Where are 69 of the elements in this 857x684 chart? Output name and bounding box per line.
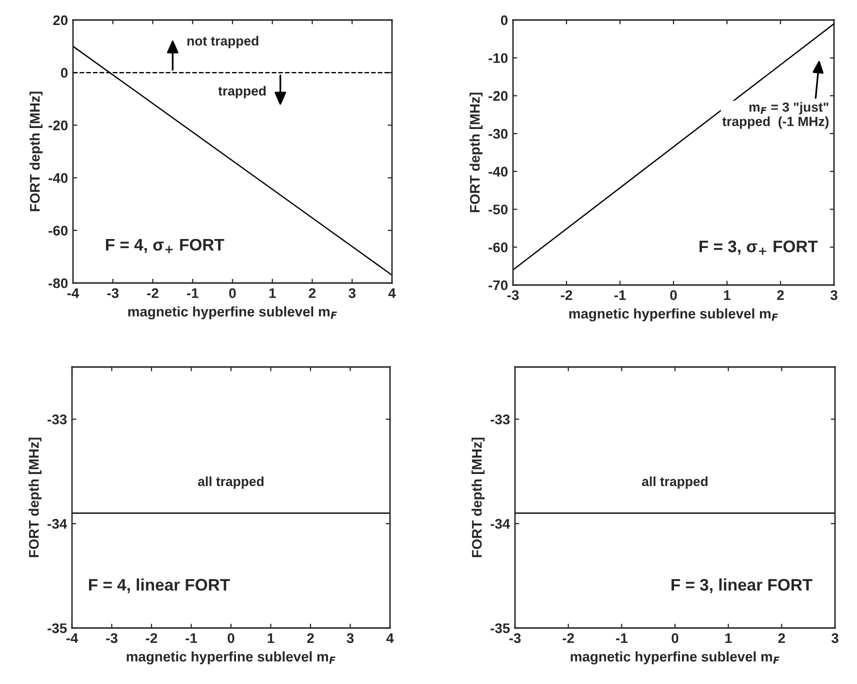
x-tick-label: -2 xyxy=(147,288,158,298)
x-tick-label: 2 xyxy=(307,633,314,643)
y-axis-title: FORT depth [MHz] xyxy=(470,92,483,212)
x-tick-label: 1 xyxy=(269,288,276,298)
y-axis-title: FORT depth [MHz] xyxy=(472,438,485,558)
y-tick-label: 0 xyxy=(60,68,68,78)
y-tick-label: -40 xyxy=(48,173,68,183)
x-tick-label: -3 xyxy=(107,288,119,298)
y-tick-label: -60 xyxy=(48,226,68,236)
x-axis-title: magnetic hyperfine sublevel m$_{F}$ xyxy=(570,651,780,664)
x-tick-label: -1 xyxy=(186,633,198,643)
y-tick-label: -20 xyxy=(48,120,68,130)
annotation: all trapped xyxy=(198,476,264,489)
x-tick-label: 0 xyxy=(228,633,234,644)
y-tick-label: 0 xyxy=(500,15,508,26)
y-tick-label: -60 xyxy=(488,242,508,252)
annotation: all trapped xyxy=(642,476,708,489)
annotation: F = 3, σ$_{+}$ FORT xyxy=(700,240,818,255)
x-tick-label: 1 xyxy=(725,633,732,643)
x-tick-label: 2 xyxy=(308,288,316,298)
x-tick-label: 3 xyxy=(830,290,838,300)
x-tick-label: 0 xyxy=(670,290,677,300)
x-tick-label: -1 xyxy=(614,290,626,300)
y-tick-label: -33 xyxy=(490,414,510,424)
y-axis-title: FORT depth [MHz] xyxy=(28,438,42,558)
y-tick-label: 20 xyxy=(53,15,68,26)
annotation: m$_{F}$ = 3 "just" trapped (-1 MHz) xyxy=(722,102,829,129)
y-tick-label: -80 xyxy=(48,278,68,288)
x-tick-label: 3 xyxy=(348,288,356,298)
annotation: F = 4, σ$_{+}$ FORT xyxy=(106,238,224,254)
x-axis-title: magnetic hyperfine sublevel m$_{F}$ xyxy=(126,651,336,664)
annotation: F = 4, linear FORT xyxy=(89,578,230,594)
x-tick-label: -1 xyxy=(616,633,628,643)
x-tick-label: -3 xyxy=(507,290,519,300)
x-tick-label: -2 xyxy=(146,633,158,643)
x-tick-label: 3 xyxy=(346,633,354,644)
x-tick-label: 3 xyxy=(831,633,838,644)
x-tick-label: 2 xyxy=(777,290,784,300)
annotation: not trapped xyxy=(187,36,258,48)
y-tick-label: -33 xyxy=(48,414,67,424)
x-axis-title: magnetic hyperfine sublevel m$_{F}$ xyxy=(569,308,778,322)
y-tick-label: -50 xyxy=(488,204,508,214)
x-tick-label: -3 xyxy=(106,633,118,644)
y-tick-label: -34 xyxy=(48,518,68,529)
x-tick-label: -2 xyxy=(560,290,572,300)
x-tick-label: 4 xyxy=(388,288,396,298)
x-tick-label: -2 xyxy=(562,633,574,643)
x-tick-label: 1 xyxy=(268,633,274,643)
y-tick-label: -35 xyxy=(490,623,510,634)
y-tick-label: -30 xyxy=(488,128,508,139)
y-tick-label: -20 xyxy=(488,91,508,101)
x-tick-label: 2 xyxy=(778,633,785,643)
x-tick-label: -3 xyxy=(509,633,521,644)
y-tick-label: -35 xyxy=(48,623,67,634)
x-tick-label: -4 xyxy=(66,633,78,643)
x-tick-label: 4 xyxy=(386,633,394,643)
x-tick-label: -4 xyxy=(67,288,80,298)
y-tick-label: -34 xyxy=(490,518,510,529)
x-tick-label: 0 xyxy=(672,633,678,644)
y-tick-label: -70 xyxy=(488,280,508,290)
y-tick-label: -10 xyxy=(488,53,508,64)
annotation: F = 3, linear FORT xyxy=(672,578,812,594)
x-tick-label: 0 xyxy=(229,288,236,298)
annotation: trapped xyxy=(218,86,266,98)
x-tick-label: 1 xyxy=(724,290,730,300)
x-tick-label: -1 xyxy=(186,288,198,298)
y-axis-title: FORT depth [MHz] xyxy=(30,92,43,212)
y-tick-label: -40 xyxy=(488,166,508,177)
x-axis-title: magnetic hyperfine sublevel m$_{F}$ xyxy=(128,306,338,320)
